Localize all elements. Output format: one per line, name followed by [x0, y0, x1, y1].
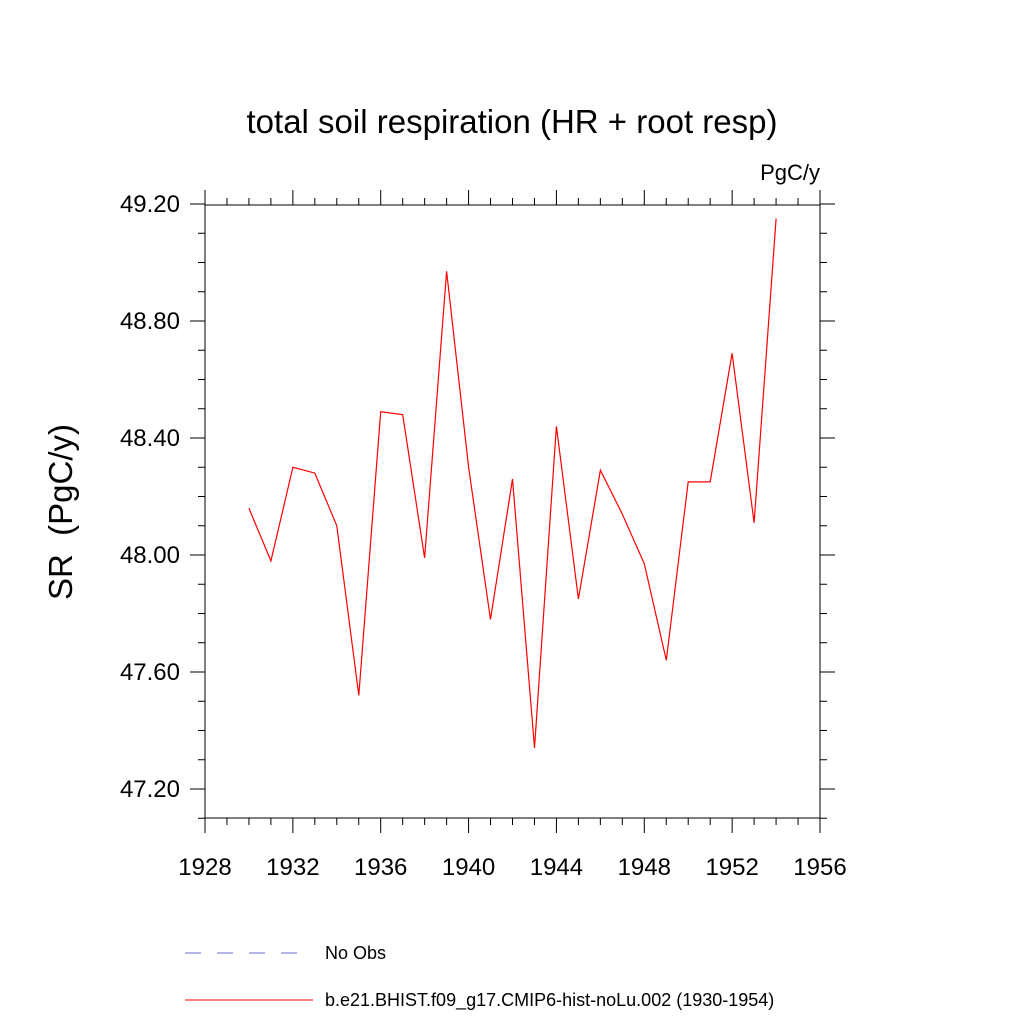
x-tick-label: 1936: [354, 854, 407, 881]
y-tick-label: 47.20: [120, 776, 180, 803]
series-layer: [248, 218, 777, 749]
y-tick-label: 48.80: [120, 308, 180, 335]
legend-label: b.e21.BHIST.f09_g17.CMIP6-hist-noLu.002 …: [325, 990, 774, 1011]
units-label: PgC/y: [760, 160, 820, 185]
legend-label: No Obs: [325, 943, 386, 963]
y-tick-label: 48.40: [120, 425, 180, 452]
x-tick-label: 1956: [793, 854, 846, 881]
x-tick-label: 1940: [442, 854, 495, 881]
legend: No Obs b.e21.BHIST.f09_g17.CMIP6-hist-noL…: [185, 943, 774, 1011]
y-tick-label: 49.20: [120, 191, 180, 218]
chart-title: total soil respiration (HR + root resp): [247, 103, 778, 140]
y-axis-label: SR (PgC/y): [42, 424, 79, 600]
series-line: [248, 218, 777, 749]
x-tick-label: 1944: [530, 854, 583, 881]
y-tick-label: 47.60: [120, 659, 180, 686]
axis-ticks: 1928 1932 1936 1940 1944 1948 1952 1956 47.20 47.…: [120, 190, 847, 881]
x-tick-label: 1948: [618, 854, 671, 881]
x-tick-label: 1932: [266, 854, 319, 881]
x-tick-label: 1952: [705, 854, 758, 881]
plot-frame: [204, 204, 821, 819]
x-tick-label: 1928: [178, 854, 231, 881]
y-tick-label: 48.00: [120, 542, 180, 569]
